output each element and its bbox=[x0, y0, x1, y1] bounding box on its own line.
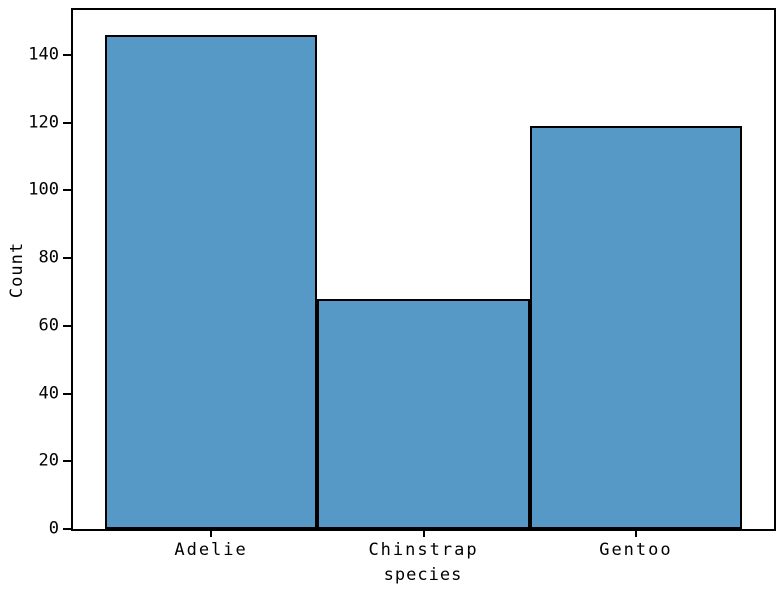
bar-gentoo bbox=[529, 126, 743, 529]
bar-adelie bbox=[104, 34, 318, 529]
y-tick-mark bbox=[63, 121, 71, 124]
y-tick-mark bbox=[63, 460, 71, 463]
y-tick-label: 0 bbox=[48, 518, 59, 539]
y-tick-label: 80 bbox=[38, 247, 59, 268]
y-tick-label: 40 bbox=[38, 383, 59, 404]
y-tick-mark bbox=[63, 324, 71, 327]
x-axis-title: species bbox=[383, 565, 463, 585]
y-tick-mark bbox=[63, 189, 71, 192]
y-tick-label: 20 bbox=[38, 450, 59, 471]
y-tick-label: 140 bbox=[28, 44, 59, 65]
x-tick-mark bbox=[634, 531, 637, 537]
y-tick-label: 120 bbox=[28, 112, 59, 133]
y-tick-mark bbox=[63, 392, 71, 395]
y-tick-mark bbox=[63, 528, 71, 530]
x-tick-label-adelie: Adelie bbox=[174, 540, 248, 560]
x-tick-mark bbox=[422, 531, 425, 537]
y-tick-label: 100 bbox=[28, 179, 59, 200]
x-tick-mark bbox=[210, 531, 213, 537]
bar-chinstrap bbox=[317, 298, 530, 529]
x-tick-label-chinstrap: Chinstrap bbox=[368, 540, 479, 560]
y-tick-label: 60 bbox=[38, 315, 59, 336]
x-tick-label-gentoo: Gentoo bbox=[599, 540, 673, 560]
plot-area: 0 20 40 60 80 100 120 140 Adelie Chinstrap Gentoo bbox=[28, 8, 776, 559]
y-tick-mark bbox=[63, 54, 71, 57]
y-tick-mark bbox=[63, 257, 71, 260]
